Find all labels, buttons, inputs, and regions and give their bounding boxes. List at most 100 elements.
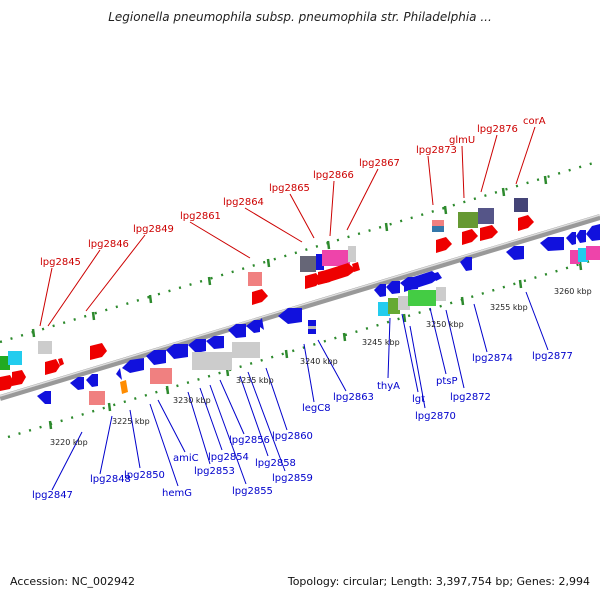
gene-feature[interactable] [518, 215, 534, 231]
gene-feature[interactable] [378, 302, 390, 316]
gene-feature[interactable] [408, 290, 436, 306]
gene-label[interactable]: lpg2861 [180, 211, 221, 222]
gene-feature[interactable] [120, 380, 128, 394]
gene-feature[interactable] [232, 342, 260, 358]
gene-label[interactable]: lpg2846 [88, 239, 129, 250]
gene-feature[interactable] [12, 370, 26, 386]
gene-feature[interactable] [586, 246, 600, 260]
gene-feature[interactable] [578, 248, 588, 262]
gene-label[interactable]: glmU [449, 135, 475, 146]
gene-label[interactable]: lpg2874 [472, 353, 513, 364]
gene-feature[interactable] [305, 273, 322, 289]
gene-feature[interactable] [89, 391, 105, 405]
leader-line [346, 168, 379, 231]
gene-label[interactable]: lpg2872 [450, 392, 491, 403]
gene-feature[interactable] [480, 225, 498, 241]
gene-label[interactable]: lpg2866 [313, 170, 354, 181]
gene-feature[interactable] [90, 343, 107, 360]
gene-feature[interactable] [432, 220, 444, 226]
gene-feature[interactable] [506, 246, 524, 260]
gene-label[interactable]: lpg2865 [269, 183, 310, 194]
gene-label[interactable]: lgt [412, 394, 425, 405]
gene-label[interactable]: lpg2870 [415, 411, 456, 422]
gene-label[interactable]: lpg2873 [416, 145, 457, 156]
gene-label[interactable]: lpg2864 [223, 197, 264, 208]
gene-feature[interactable] [436, 287, 446, 301]
gene-feature[interactable] [374, 284, 386, 297]
gene-feature[interactable] [0, 356, 10, 370]
gene-feature[interactable] [432, 226, 444, 232]
gene-feature[interactable] [248, 272, 262, 286]
gene-feature[interactable] [586, 224, 600, 241]
gene-feature[interactable] [308, 326, 316, 329]
gene-label[interactable]: lpg2860 [272, 431, 313, 442]
gene-label[interactable]: lpg2863 [333, 392, 374, 403]
gene-feature[interactable] [86, 374, 98, 387]
gene-feature[interactable] [8, 351, 22, 365]
gene-feature[interactable] [576, 230, 586, 243]
gene-label[interactable]: lpg2848 [90, 474, 131, 485]
gene-feature[interactable] [150, 368, 172, 384]
gene-feature[interactable] [388, 298, 400, 314]
gene-label[interactable]: lpg2853 [194, 466, 235, 477]
gene-feature[interactable] [256, 318, 264, 330]
scale-label: 3220 kbp [50, 438, 88, 447]
major-tick [31, 328, 36, 338]
gene-feature[interactable] [122, 358, 144, 373]
gene-feature[interactable] [432, 272, 442, 281]
gene-feature[interactable] [458, 212, 478, 228]
gene-feature[interactable] [386, 281, 400, 294]
gene-feature[interactable] [436, 237, 452, 253]
gene-feature[interactable] [188, 339, 206, 353]
gene-label[interactable]: lpg2854 [208, 452, 249, 463]
gene-label[interactable]: lpg2876 [477, 124, 518, 135]
gene-feature[interactable] [478, 208, 494, 224]
gene-feature[interactable] [70, 377, 84, 390]
gene-label[interactable]: lpg2847 [32, 490, 73, 501]
gene-feature[interactable] [348, 246, 356, 262]
gene-label[interactable]: lpg2850 [124, 470, 165, 481]
gene-label[interactable]: lpg2849 [133, 224, 174, 235]
gene-feature[interactable] [322, 250, 350, 266]
gene-label[interactable]: thyA [377, 381, 400, 392]
gene-feature[interactable] [116, 368, 122, 380]
gene-feature[interactable] [206, 336, 224, 349]
gene-feature[interactable] [45, 359, 60, 375]
gene-feature[interactable] [570, 250, 580, 264]
gene-label[interactable]: corA [523, 116, 546, 127]
gene-feature[interactable] [166, 344, 188, 359]
gene-feature[interactable] [566, 232, 576, 245]
gene-label[interactable]: lpg2867 [359, 158, 400, 169]
gene-feature[interactable] [38, 341, 52, 354]
gene-feature[interactable] [0, 375, 14, 391]
gene-label[interactable]: lpg2858 [255, 458, 296, 469]
gene-feature[interactable] [300, 256, 316, 272]
gene-label[interactable]: lpg2855 [232, 486, 273, 497]
gene-feature[interactable] [514, 198, 528, 212]
gene-label[interactable]: hemG [162, 488, 192, 499]
gene-label[interactable]: legC8 [302, 403, 331, 414]
gene-feature[interactable] [228, 324, 246, 338]
gene-label[interactable]: lpg2856 [229, 435, 270, 446]
gene-feature[interactable] [352, 262, 360, 272]
gene-feature[interactable] [246, 320, 260, 333]
gene-label[interactable]: amiC [173, 453, 199, 464]
gene-feature[interactable] [278, 308, 302, 324]
leader-line [149, 403, 179, 487]
gene-label[interactable]: lpg2845 [40, 257, 81, 268]
gene-feature[interactable] [316, 254, 324, 270]
gene-feature[interactable] [37, 391, 51, 404]
gene-label[interactable]: lpg2859 [272, 473, 313, 484]
gene-feature[interactable] [540, 237, 564, 251]
gene-feature[interactable] [404, 271, 440, 292]
gene-feature[interactable] [326, 263, 356, 283]
gene-label[interactable]: lpg2877 [532, 351, 573, 362]
gene-label[interactable]: ptsP [436, 376, 458, 387]
gene-feature[interactable] [462, 229, 478, 245]
gene-feature[interactable] [460, 257, 472, 271]
gene-feature[interactable] [58, 358, 64, 366]
gene-feature[interactable] [146, 350, 166, 365]
gene-feature[interactable] [252, 289, 268, 305]
gene-feature[interactable] [192, 352, 232, 370]
gene-feature[interactable] [398, 296, 410, 310]
